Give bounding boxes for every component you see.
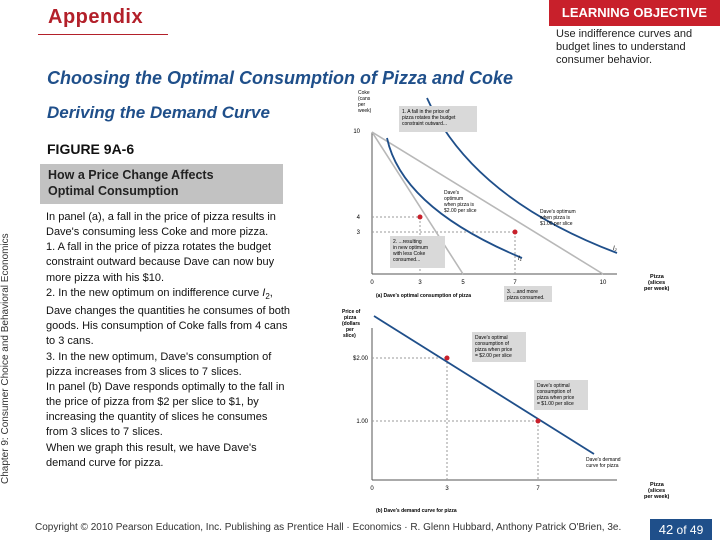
- panel-a-ylabel: Coke (cans per week): [358, 90, 372, 114]
- panel-b-xtick-7: 7: [536, 486, 540, 492]
- panel-a-ytick-4: 4: [357, 215, 361, 221]
- panel-a-optimum-new-label: Dave's optimum when pizza is $1.00 per s…: [540, 209, 577, 227]
- page-number: 42 of 49: [650, 519, 712, 540]
- panel-b-xtick-0: 0: [370, 486, 374, 492]
- step-2-text-a: 2. In the new optimum on indifference cu…: [46, 286, 263, 299]
- panel-b-optimal-new-box: [534, 380, 588, 410]
- panel-b-ytick-1: 1.00: [356, 419, 368, 425]
- step-2-text-b: , Dave changes the quantities he consume…: [46, 286, 290, 348]
- explanation-text: In panel (a), a fall in the price of piz…: [46, 210, 290, 471]
- panel-b-ytick-2: $2.00: [353, 356, 369, 362]
- paragraph-step-3: 3. In the new optimum, Dave's consumptio…: [46, 350, 272, 378]
- panel-a-callout-2-box: [390, 236, 445, 268]
- panel-a-indifference-curve-1: [386, 137, 523, 259]
- paragraph-step-2: 2. In the new optimum on indifference cu…: [46, 286, 290, 350]
- figure-caption: How a Price Change Affects Optimal Consu…: [48, 167, 214, 199]
- panel-b-point-old: [444, 355, 450, 361]
- panel-a-xtick-10: 10: [600, 280, 607, 286]
- panel-b: Price of pizza (dollars per slice) $2.00…: [342, 309, 670, 514]
- caption-line-1: How a Price Change Affects: [48, 168, 214, 182]
- panel-b-optimal-old-box: [472, 332, 526, 362]
- panel-b-xlabel: Pizza (slices per week): [644, 482, 670, 500]
- figure-chart: Coke (cans per week) 10 4 3 0 3 5 7 10 P…: [342, 90, 670, 514]
- panel-a-optimum-old-point: [417, 214, 423, 220]
- panel-a-xtick-5: 5: [461, 280, 465, 286]
- panel-a-i2-label: I2: [613, 246, 618, 252]
- panel-b-xtick-3: 3: [445, 486, 449, 492]
- panel-a-callout-1: 1. A fall in the price of pizza rotates …: [402, 109, 457, 127]
- caption-background: [40, 164, 283, 204]
- panel-a-i1-label: I1: [518, 256, 522, 262]
- panel-a-title: (a) Dave's optimal consumption of pizza: [376, 293, 471, 299]
- learning-objective-text: Use indifference curves and budget lines…: [556, 28, 693, 66]
- paragraph-step-1: 1. A fall in the price of pizza rotates …: [46, 241, 275, 284]
- paragraph-conclusion: When we graph this result, we have Dave'…: [46, 441, 257, 469]
- panel-b-demand-label: Dave's demand curve for pizza: [586, 457, 622, 469]
- copyright-footer: Copyright © 2010 Pearson Education, Inc.…: [35, 522, 622, 533]
- panel-a-callout-1-box: [399, 106, 477, 132]
- figure-label: FIGURE 9A-6: [47, 141, 135, 157]
- panel-a-xtick-3: 3: [418, 280, 422, 286]
- page-current: 42: [658, 522, 674, 537]
- panel-a-budget-line-old: [371, 131, 464, 275]
- panel-a-xtick-7: 7: [513, 280, 517, 286]
- panel-a-ytick-10: 10: [353, 129, 360, 135]
- panel-b-demand-curve: [373, 315, 595, 455]
- paragraph-panel-b: In panel (b) Dave responds optimally to …: [46, 380, 285, 439]
- page-total: of 49: [676, 523, 704, 537]
- panel-a-ytick-3: 3: [357, 230, 361, 236]
- indifference-subscript: 2: [265, 291, 270, 301]
- learning-objective-title: LEARNING OBJECTIVE: [549, 0, 720, 26]
- chapter-side-label: Chapter 9: Consumer Choice and Behaviora…: [0, 233, 11, 484]
- panel-b-optimal-old-label: Dave's optimal consumption of pizza when…: [475, 335, 514, 359]
- panel-a-callout-2: 2. ...resulting in new optimum with less…: [393, 239, 429, 263]
- slide-subtitle: Deriving the Demand Curve: [47, 103, 270, 122]
- panel-a-xtick-0: 0: [370, 280, 374, 286]
- caption-line-2: Optimal Consumption: [48, 184, 179, 198]
- panel-b-title: (b) Dave's demand curve for pizza: [376, 508, 457, 514]
- panel-a-xlabel: Pizza (slices per week): [644, 274, 670, 292]
- paragraph-panel-a: In panel (a), a fall in the price of piz…: [46, 211, 276, 239]
- appendix-underline: [38, 34, 168, 35]
- panel-a: Coke (cans per week) 10 4 3 0 3 5 7 10 P…: [353, 90, 670, 302]
- appendix-heading: Appendix: [48, 6, 144, 28]
- panel-a-optimum-new-point: [512, 229, 518, 235]
- indifference-symbol: I: [262, 286, 266, 299]
- panel-a-callout-3-box: [504, 286, 552, 302]
- panel-b-optimal-new-label: Dave's optimal consumption of pizza when…: [537, 383, 576, 407]
- panel-a-budget-line-new: [371, 131, 604, 275]
- slide-title: Choosing the Optimal Consumption of Pizz…: [47, 68, 514, 88]
- panel-a-callout-3: 3. ...and more pizza consumed.: [507, 289, 545, 301]
- panel-b-point-new: [535, 418, 541, 424]
- panel-a-optimum-old-label: Dave's optimum when pizza is $2.00 per s…: [444, 190, 477, 214]
- panel-b-ylabel: Price of pizza (dollars per slice): [342, 309, 362, 339]
